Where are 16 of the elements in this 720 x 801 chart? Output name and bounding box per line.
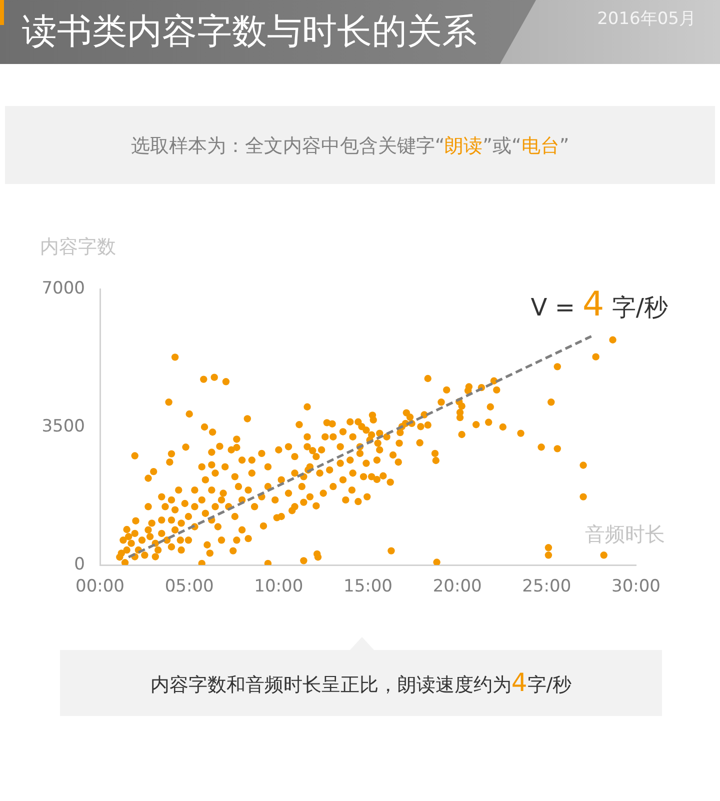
x-tick-label: 15:00: [344, 576, 392, 597]
x-tick-label: 00:00: [76, 576, 124, 597]
x-axis-title: 音频时长: [585, 522, 665, 546]
x-tick-label: 10:00: [254, 576, 304, 597]
x-tick-label: 30:00: [612, 576, 660, 597]
y-axis-title: 内容字数: [40, 236, 116, 258]
y-tick-label: 0: [74, 554, 85, 574]
x-tick-label: 25:00: [522, 576, 572, 597]
y-tick-label: 3500: [42, 416, 85, 436]
x-tick-label: 20:00: [432, 576, 482, 597]
annotation: V = 4 字/秒: [530, 284, 668, 324]
y-tick-label: 7000: [42, 278, 85, 298]
chart-subtitle: 选取样本为：全文内容中包含关键字“朗读”或“电台”: [130, 135, 570, 157]
text: 内容字数和音频时长呈正比，朗读速度约为4字/秒: [150, 668, 572, 697]
chart-title: 读书类内容字数与时长的关系: [22, 12, 477, 52]
x-tick-label: 05:00: [164, 576, 214, 597]
